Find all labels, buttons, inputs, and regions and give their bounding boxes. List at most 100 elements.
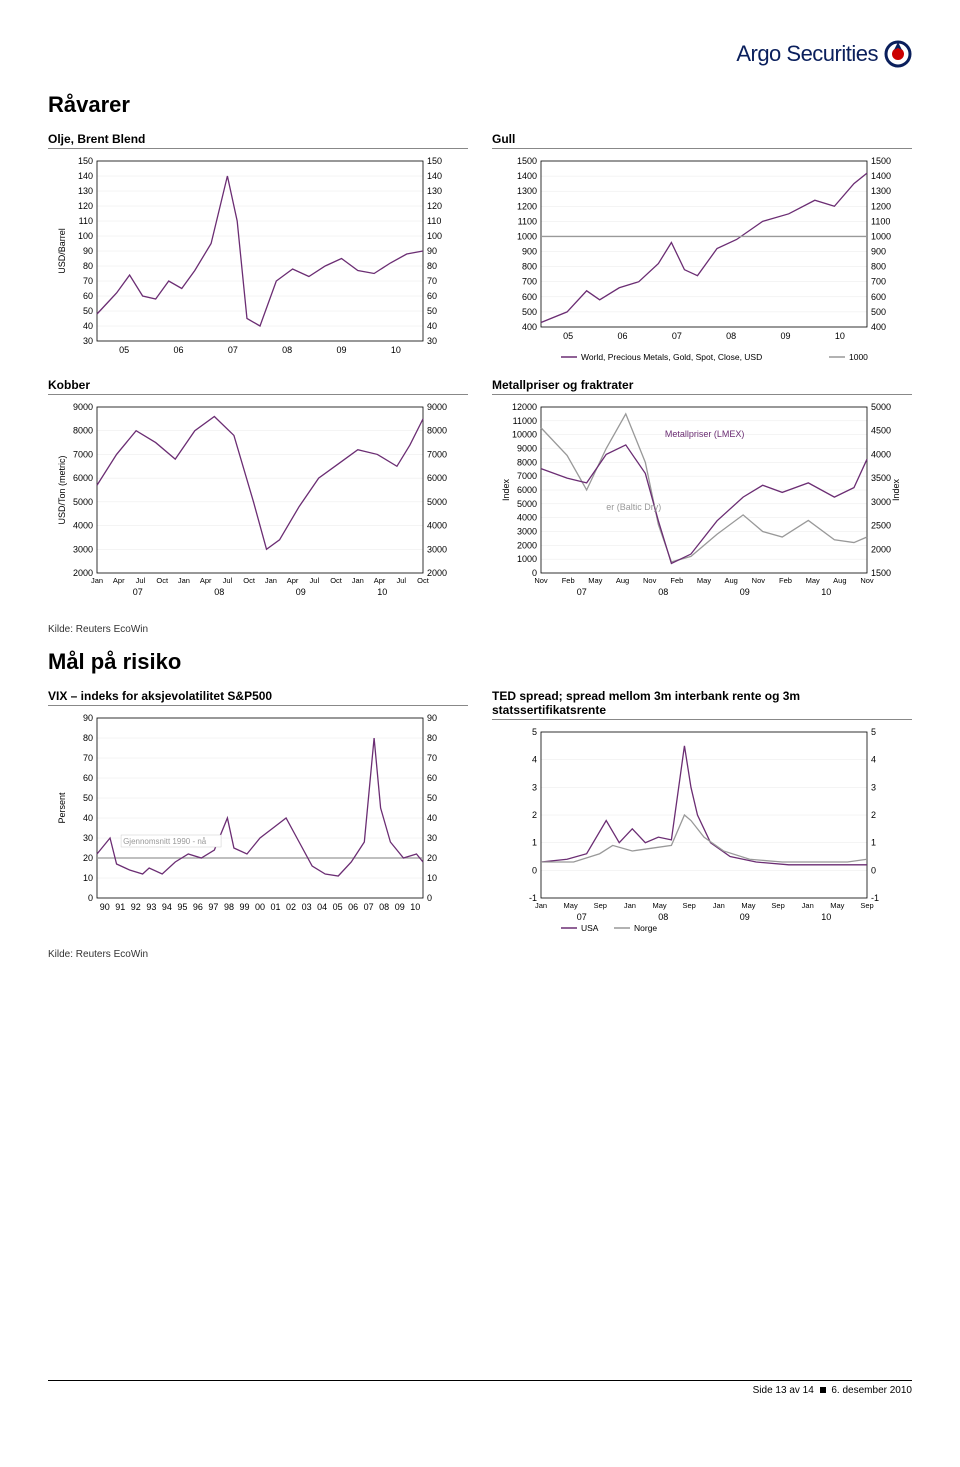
svg-text:50: 50: [427, 306, 437, 316]
svg-text:60: 60: [83, 773, 93, 783]
svg-text:3: 3: [871, 782, 876, 792]
svg-text:10: 10: [83, 873, 93, 883]
svg-text:6000: 6000: [517, 485, 537, 495]
svg-text:Jan: Jan: [91, 576, 103, 585]
svg-text:May: May: [588, 576, 602, 585]
svg-text:09: 09: [395, 902, 405, 912]
source-line-1: Kilde: Reuters EcoWin: [48, 624, 912, 635]
section-heading-commodities: Råvarer: [48, 92, 912, 118]
svg-text:Sep: Sep: [594, 901, 607, 910]
svg-text:08: 08: [658, 912, 668, 922]
svg-text:07: 07: [133, 587, 143, 597]
svg-text:Index: Index: [501, 478, 511, 501]
svg-text:9000: 9000: [73, 402, 93, 412]
svg-text:Jul: Jul: [223, 576, 233, 585]
svg-text:40: 40: [427, 813, 437, 823]
svg-text:USD/Ton (metric): USD/Ton (metric): [57, 455, 67, 524]
svg-text:3000: 3000: [517, 527, 537, 537]
svg-text:3000: 3000: [871, 497, 891, 507]
chart-title-ted: TED spread; spread mellom 3m interbank r…: [492, 689, 912, 720]
svg-text:4000: 4000: [73, 521, 93, 531]
svg-text:06: 06: [617, 331, 627, 341]
svg-text:2000: 2000: [517, 540, 537, 550]
svg-text:1400: 1400: [871, 171, 891, 181]
svg-text:5: 5: [532, 727, 537, 737]
svg-text:6000: 6000: [73, 473, 93, 483]
svg-text:70: 70: [83, 276, 93, 286]
svg-text:Jan: Jan: [265, 576, 277, 585]
svg-text:May: May: [697, 576, 711, 585]
svg-text:May: May: [830, 901, 844, 910]
chart-title-vix: VIX – indeks for aksjevolatilitet S&P500: [48, 689, 468, 706]
svg-text:Nov: Nov: [752, 576, 766, 585]
svg-text:2000: 2000: [871, 544, 891, 554]
svg-text:90: 90: [83, 713, 93, 723]
svg-text:06: 06: [348, 902, 358, 912]
svg-text:01: 01: [271, 902, 281, 912]
chart-ted: -1012345-1012345JanMaySepJanMaySepJanMay…: [492, 724, 912, 934]
svg-text:500: 500: [522, 307, 537, 317]
svg-text:08: 08: [379, 902, 389, 912]
svg-text:2: 2: [871, 810, 876, 820]
svg-text:Apr: Apr: [374, 576, 386, 585]
svg-text:4000: 4000: [427, 521, 447, 531]
svg-text:70: 70: [427, 276, 437, 286]
svg-text:1000: 1000: [517, 554, 537, 564]
svg-text:Jan: Jan: [178, 576, 190, 585]
svg-text:Jul: Jul: [136, 576, 146, 585]
svg-text:07: 07: [228, 345, 238, 355]
svg-text:2500: 2500: [871, 521, 891, 531]
svg-text:4: 4: [871, 755, 876, 765]
svg-text:140: 140: [427, 171, 442, 181]
chart-title-oil: Olje, Brent Blend: [48, 132, 468, 149]
svg-text:400: 400: [871, 322, 886, 332]
svg-text:Oct: Oct: [156, 576, 169, 585]
svg-text:100: 100: [78, 231, 93, 241]
svg-text:1000: 1000: [517, 231, 537, 241]
svg-text:Jan: Jan: [713, 901, 725, 910]
svg-text:9000: 9000: [427, 402, 447, 412]
svg-text:May: May: [806, 576, 820, 585]
svg-text:30: 30: [427, 336, 437, 346]
svg-text:Jan: Jan: [535, 901, 547, 910]
svg-text:40: 40: [83, 321, 93, 331]
svg-text:700: 700: [522, 277, 537, 287]
svg-text:600: 600: [522, 292, 537, 302]
svg-text:Metallpriser (LMEX): Metallpriser (LMEX): [665, 429, 745, 439]
svg-text:05: 05: [119, 345, 129, 355]
svg-text:Apr: Apr: [113, 576, 125, 585]
svg-text:10: 10: [821, 587, 831, 597]
svg-text:20: 20: [427, 853, 437, 863]
svg-text:1100: 1100: [518, 216, 537, 226]
svg-text:7000: 7000: [73, 449, 93, 459]
svg-text:Persent: Persent: [57, 792, 67, 824]
svg-text:3: 3: [532, 782, 537, 792]
svg-text:80: 80: [83, 261, 93, 271]
svg-text:110: 110: [79, 216, 93, 226]
svg-text:Nov: Nov: [860, 576, 874, 585]
svg-text:10000: 10000: [512, 430, 537, 440]
svg-text:Sep: Sep: [683, 901, 696, 910]
svg-text:Aug: Aug: [833, 576, 846, 585]
svg-text:World, Precious Metals, Gold,: World, Precious Metals, Gold, Spot, Clos…: [581, 352, 762, 362]
svg-text:00: 00: [255, 902, 265, 912]
svg-text:08: 08: [658, 587, 668, 597]
svg-text:USA: USA: [581, 923, 599, 933]
svg-text:10: 10: [821, 912, 831, 922]
svg-text:07: 07: [577, 912, 587, 922]
svg-text:900: 900: [522, 247, 537, 257]
svg-text:5000: 5000: [871, 402, 891, 412]
svg-text:10: 10: [391, 345, 401, 355]
svg-text:90: 90: [100, 902, 110, 912]
svg-text:110: 110: [427, 216, 441, 226]
svg-text:1200: 1200: [871, 201, 891, 211]
svg-text:11000: 11000: [513, 416, 537, 426]
svg-text:Jul: Jul: [396, 576, 406, 585]
svg-text:10: 10: [410, 902, 420, 912]
svg-text:95: 95: [177, 902, 187, 912]
svg-text:7000: 7000: [427, 449, 447, 459]
chart-oil: 3040506070809010011012013014015030405060…: [48, 153, 468, 363]
svg-text:Apr: Apr: [287, 576, 299, 585]
svg-text:Aug: Aug: [724, 576, 737, 585]
svg-text:120: 120: [78, 201, 93, 211]
